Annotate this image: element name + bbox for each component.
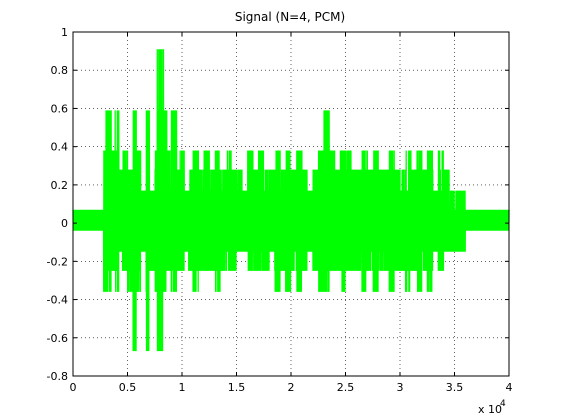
chart-title: Signal (N=4, PCM) [235,10,345,24]
y-tick-labels: -0.8 -0.6 -0.4 -0.2 0 0.2 0.4 0.6 0.8 1 [47,26,68,383]
y-tick-label: 1 [61,26,68,39]
x-tick-label: 0.5 [119,381,137,394]
y-tick-label: 0 [61,217,68,230]
x-tick-label: 3 [397,381,404,394]
x-tick-label: 3.5 [446,381,464,394]
y-tick-label: 0.2 [51,179,69,192]
x-tick-label: 2.5 [337,381,355,394]
x-tick-label: 0 [70,381,77,394]
x-tick-label: 4 [506,381,513,394]
y-tick-label: 0.8 [51,64,69,77]
x-tick-label: 2 [288,381,295,394]
y-tick-label: -0.8 [47,370,68,383]
x-multiplier-exponent: 4 [500,399,506,409]
y-tick-label: -0.6 [47,332,68,345]
y-tick-label: 0.6 [51,102,69,115]
y-tick-label: -0.2 [47,255,68,268]
x-tick-label: 1 [179,381,186,394]
x-multiplier-base: x 10 [478,403,502,416]
signal-line [72,49,510,352]
x-tick-label: 1.5 [228,381,246,394]
y-tick-label: 0.4 [51,141,69,154]
x-tick-labels: 0 0.5 1 1.5 2 2.5 3 3.5 4 [70,381,513,394]
signal-series [72,49,510,352]
y-tick-label: -0.4 [47,294,68,307]
ticks [72,31,510,377]
